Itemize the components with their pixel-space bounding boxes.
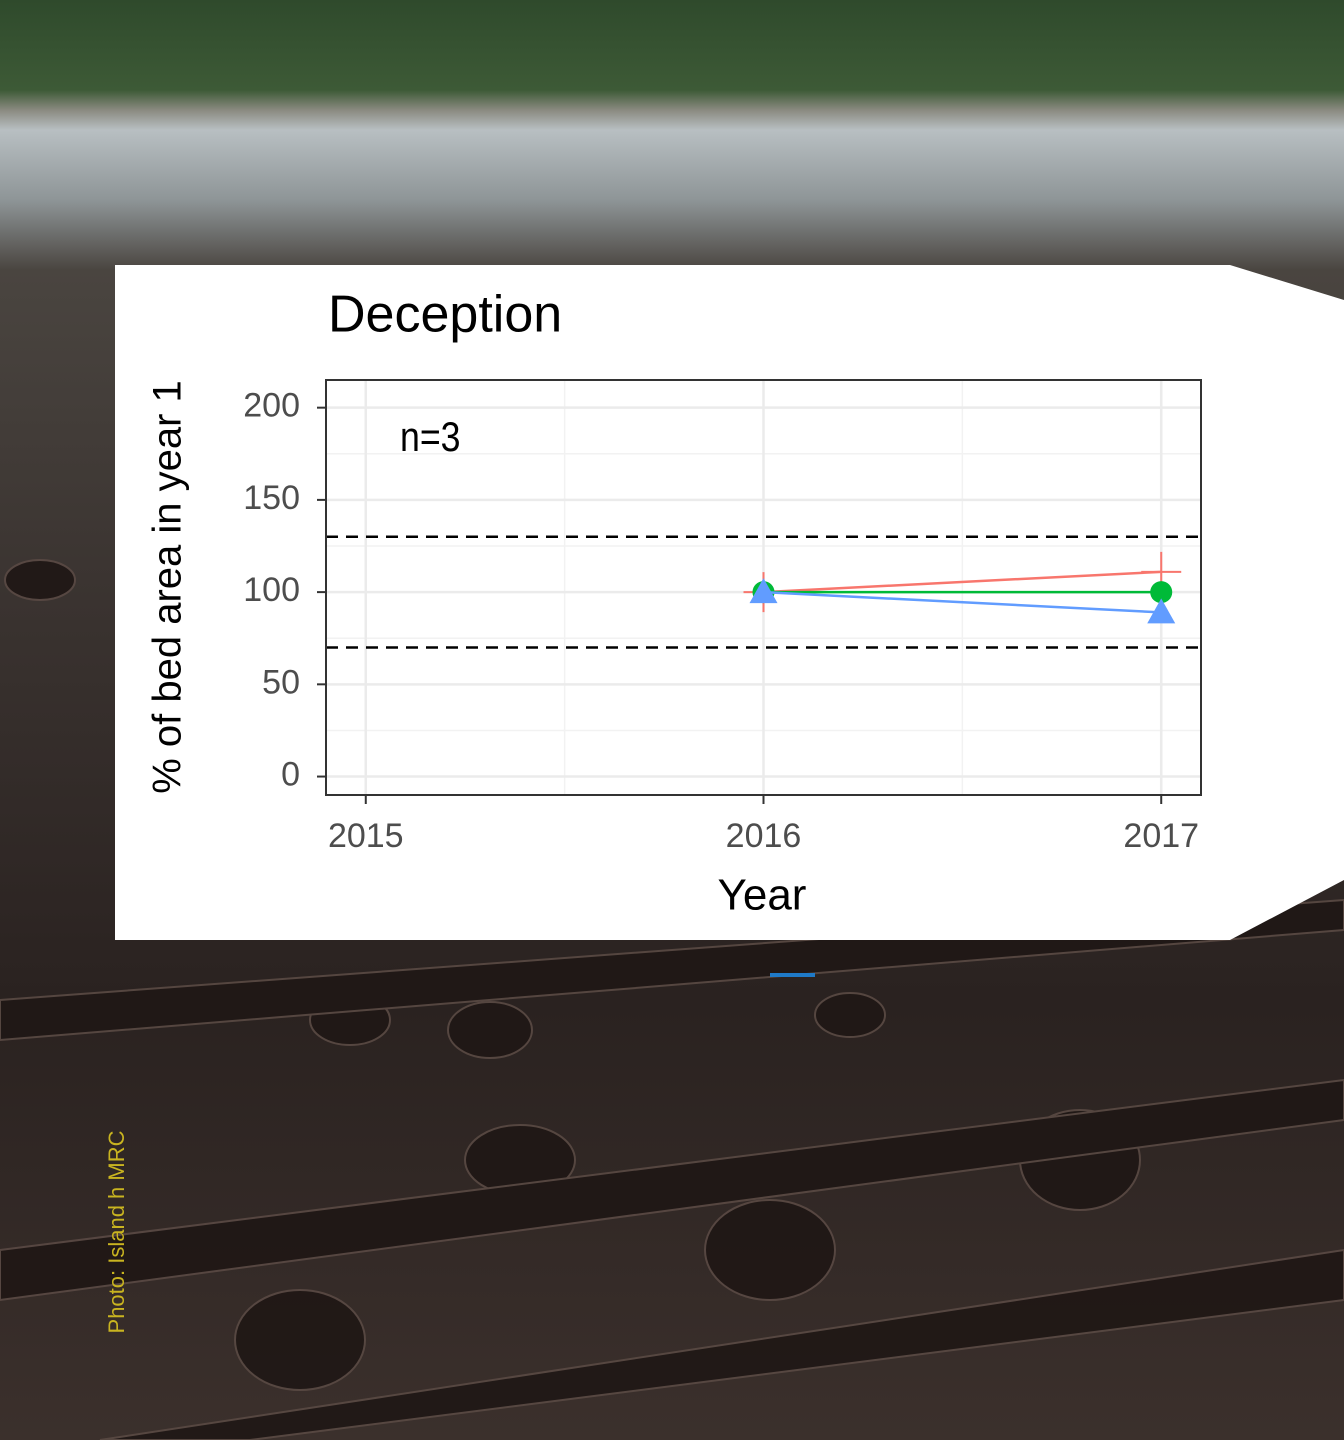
marker xyxy=(1150,581,1173,604)
y-tick-label: 50 xyxy=(262,663,300,701)
series-line xyxy=(763,570,1162,594)
series-line xyxy=(763,590,1162,614)
y-tick-label: 150 xyxy=(243,479,300,517)
accent-dash xyxy=(770,973,815,977)
y-tick-label: 0 xyxy=(281,756,300,794)
x-tick-label: 2017 xyxy=(1123,817,1199,855)
chart-card xyxy=(115,265,1344,940)
y-tick-label: 100 xyxy=(243,571,300,609)
x-axis-label: Year xyxy=(718,871,807,920)
y-axis-label: % of bed area in year 1 xyxy=(146,380,190,794)
marker xyxy=(1147,598,1176,624)
marker xyxy=(749,578,778,604)
x-tick-label: 2016 xyxy=(726,817,802,855)
x-tick-label: 2015 xyxy=(328,817,404,855)
annotation: n=3 xyxy=(400,414,461,460)
chart-title: Deception xyxy=(328,286,562,344)
plot-border xyxy=(325,379,1202,796)
y-tick-label: 200 xyxy=(243,387,300,425)
photo-credit: Photo: Island h MRC xyxy=(104,1130,129,1333)
